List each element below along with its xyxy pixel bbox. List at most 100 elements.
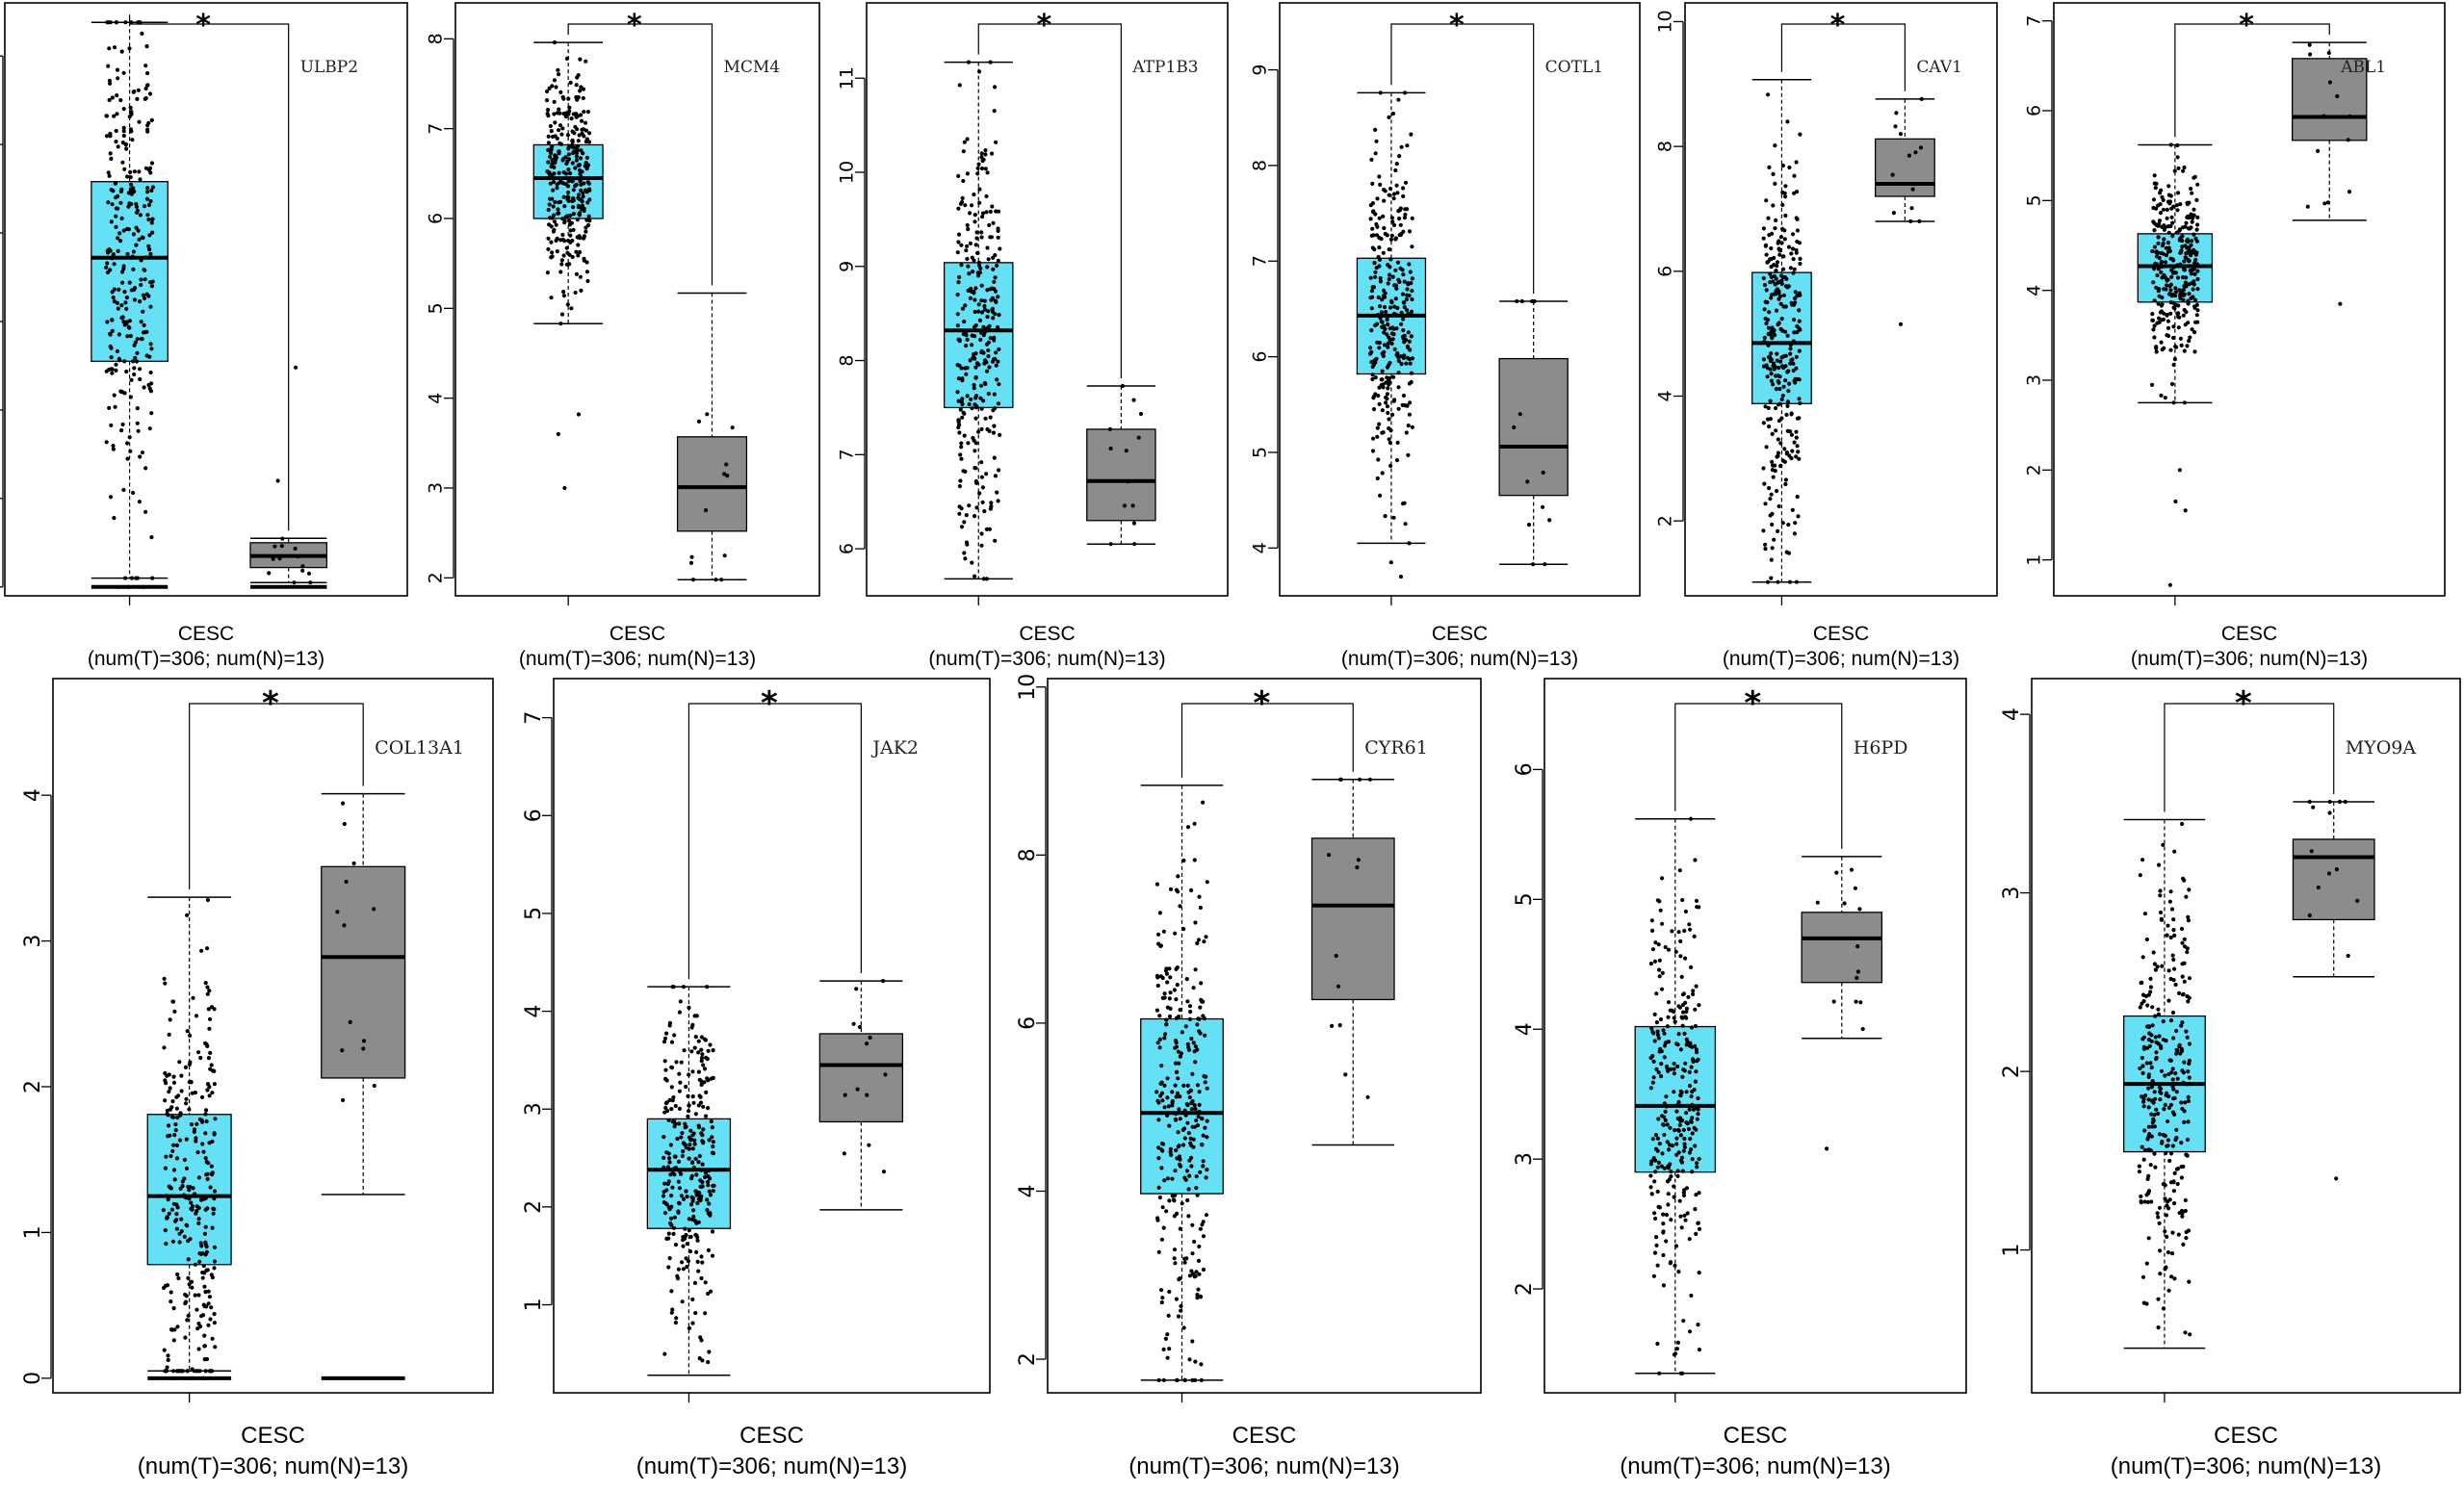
data-point — [210, 1275, 215, 1280]
data-point — [567, 171, 573, 176]
data-point — [1777, 291, 1781, 296]
data-point — [1771, 171, 1776, 176]
data-point — [1383, 514, 1388, 519]
data-point — [2141, 1300, 2146, 1305]
data-point — [569, 116, 574, 121]
data-point — [2141, 1099, 2146, 1104]
data-point — [1771, 475, 1776, 479]
data-point — [690, 578, 696, 582]
data-point — [162, 1348, 167, 1352]
data-point — [1693, 858, 1698, 862]
data-point — [690, 1321, 695, 1325]
data-point — [1767, 233, 1772, 238]
data-point — [172, 1327, 177, 1332]
data-point — [546, 246, 551, 251]
data-point — [165, 1283, 170, 1288]
data-point — [108, 495, 114, 500]
data-point — [996, 235, 1000, 240]
data-point — [166, 1197, 170, 1202]
iqr-box — [91, 181, 169, 363]
data-point — [1160, 975, 1165, 981]
data-point — [1763, 243, 1769, 247]
data-point — [1765, 374, 1770, 379]
data-point — [957, 337, 962, 342]
data-point — [1652, 1012, 1657, 1016]
normal-points — [1890, 96, 1924, 326]
data-point — [578, 177, 584, 182]
data-point — [694, 1249, 699, 1254]
data-point — [203, 1207, 208, 1212]
data-point — [1198, 1295, 1204, 1299]
data-point — [1182, 1136, 1187, 1141]
data-point — [2188, 1332, 2192, 1337]
data-point — [1165, 1095, 1170, 1100]
data-point — [710, 1135, 714, 1140]
data-point — [2158, 1043, 2163, 1048]
data-point — [114, 362, 118, 367]
data-point — [1665, 1122, 1670, 1127]
data-point — [163, 1228, 168, 1233]
data-point — [1772, 537, 1777, 542]
data-point — [162, 1285, 167, 1291]
data-point — [956, 240, 961, 244]
data-point — [116, 306, 120, 311]
data-point — [1690, 1102, 1695, 1107]
data-point — [1156, 941, 1161, 946]
data-point — [1386, 281, 1390, 286]
data-point — [696, 1269, 701, 1273]
data-point — [956, 376, 962, 381]
data-point — [997, 347, 1001, 351]
data-point — [959, 263, 964, 268]
data-point — [697, 1153, 702, 1159]
data-point — [2166, 319, 2170, 323]
data-point — [1674, 1136, 1679, 1141]
data-point — [2185, 202, 2190, 207]
data-point — [206, 1301, 211, 1306]
data-point — [1403, 212, 1408, 218]
data-point — [179, 1217, 184, 1221]
data-point — [1776, 528, 1780, 534]
data-point — [690, 1198, 695, 1203]
data-point — [955, 390, 960, 395]
data-point — [2192, 279, 2196, 284]
data-point — [568, 240, 573, 244]
data-point — [1404, 296, 1409, 302]
data-point — [955, 250, 960, 255]
data-point — [189, 1206, 194, 1211]
data-point — [1181, 1325, 1186, 1330]
data-point — [2161, 251, 2166, 256]
data-point — [955, 293, 960, 297]
data-point — [2177, 238, 2182, 243]
data-point — [2170, 1144, 2175, 1148]
data-point — [1689, 1119, 1694, 1124]
data-point — [1691, 1107, 1696, 1112]
data-point — [1397, 217, 1402, 221]
data-point — [1659, 1074, 1664, 1079]
significance-bracket — [2164, 703, 2335, 812]
data-point — [1796, 450, 1801, 454]
normal-box — [818, 980, 904, 1211]
data-point — [562, 220, 567, 225]
data-point — [1768, 358, 1773, 364]
plot-frame — [52, 678, 494, 1394]
data-point — [1195, 1047, 1200, 1052]
data-point — [1768, 398, 1773, 403]
data-point — [171, 1369, 176, 1374]
data-point — [1657, 1142, 1662, 1146]
data-point — [1782, 274, 1787, 280]
data-point — [108, 331, 113, 336]
data-point — [116, 236, 120, 241]
data-point — [122, 391, 127, 396]
data-point — [117, 287, 121, 292]
data-point — [108, 248, 113, 253]
data-point — [149, 347, 154, 351]
data-point — [361, 1046, 366, 1051]
iqr-box — [1751, 271, 1812, 404]
data-point — [124, 369, 129, 374]
y-tick-label: 2 — [522, 1200, 546, 1214]
data-point — [1187, 1173, 1192, 1178]
data-point — [2157, 287, 2162, 292]
data-point — [957, 430, 962, 435]
data-point — [187, 1188, 192, 1193]
data-point — [1190, 1099, 1195, 1104]
